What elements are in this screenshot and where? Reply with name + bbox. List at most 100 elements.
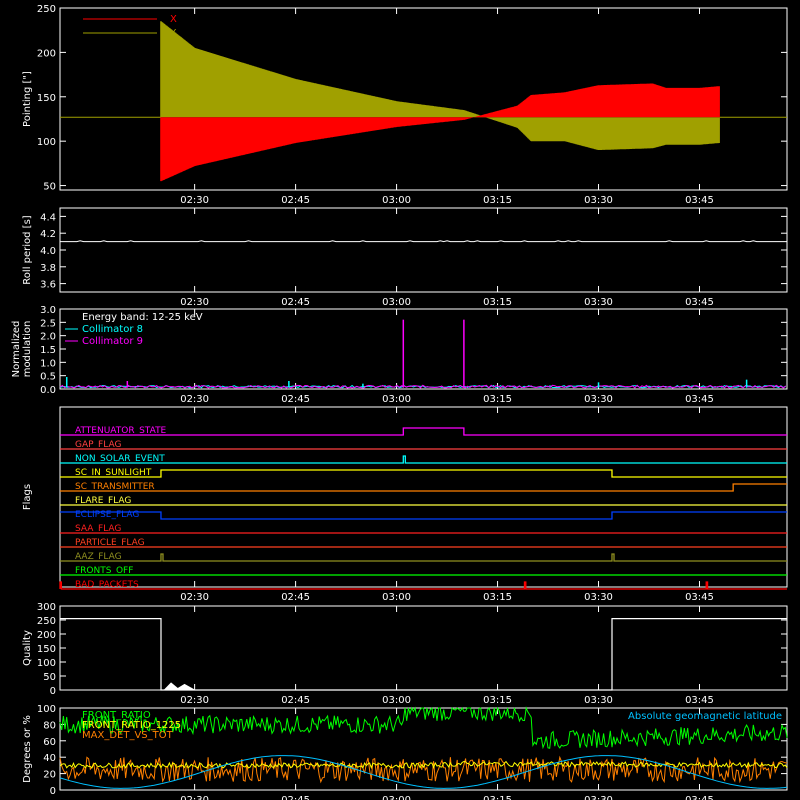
flag-line-aaz-flag	[60, 553, 787, 562]
ratios-legend-front-ratio: FRONT_RATIO	[82, 710, 151, 721]
ratios-y-tick-label: 80	[43, 720, 56, 731]
pointing-y-axis-label: Pointing ["]	[22, 71, 33, 127]
quality-x-tick-label: 03:00	[382, 695, 411, 706]
pointing-series-y-band	[160, 21, 720, 150]
quality-y-tick-label: 150	[37, 644, 56, 655]
pointing-y-tick-label: 100	[37, 137, 56, 148]
pointing-y-tick-label: 250	[37, 4, 56, 15]
modulation-series-collimator9	[59, 384, 787, 389]
ratios-legend-max-det: MAX_DET_VS_TOT	[82, 730, 174, 741]
flag-label-bad-packets: BAD_PACKETS	[75, 580, 139, 590]
quality-x-tick-label: 03:45	[685, 695, 714, 706]
flag-line-attenuator-state	[60, 427, 787, 436]
modulation-legend-c8-label: Collimator 8	[82, 324, 143, 335]
pointing-frame	[59, 7, 788, 191]
ratios-x-tick-label: 03:45	[685, 795, 714, 800]
flags-x-tick-label: 02:30	[180, 592, 209, 603]
pointing-x-tick-label: 02:30	[180, 195, 209, 206]
flag-label-aaz-flag: AAZ_FLAG	[75, 552, 122, 562]
modulation-y-tick-label: 2.0	[40, 332, 56, 343]
flag-label-attenuator-state: ATTENUATOR_STATE	[75, 426, 167, 436]
modulation-x-tick-label: 02:45	[281, 394, 310, 405]
flag-label-fronts-off: FRONTS_OFF	[75, 566, 133, 576]
ratios-y-tick-label: 40	[43, 753, 56, 764]
ratios-x-tick-label: 02:30	[180, 795, 209, 800]
pointing-legend-y-label: Y	[169, 28, 177, 39]
pointing-y-tick-label: 150	[37, 93, 56, 104]
ratios-legend-front-ratio-1225: FRONT_RATIO_1225	[82, 720, 181, 731]
modulation-y-tick-label: 1.0	[40, 358, 56, 369]
ratios-series-front-ratio	[59, 706, 788, 750]
flag-line-eclipse-flag	[60, 511, 787, 520]
roll-y-tick-label: 4.4	[40, 212, 56, 223]
flag-label-eclipse-flag: ECLIPSE_FLAG	[75, 510, 139, 520]
roll-x-tick-label: 03:00	[382, 297, 411, 308]
quality-y-tick-label: 200	[37, 630, 56, 641]
quality-x-tick-label: 02:45	[281, 695, 310, 706]
modulation-x-tick-label: 03:45	[685, 394, 714, 405]
flags-y-axis-label: Flags	[22, 484, 33, 510]
ratios-x-tick-label: 03:00	[382, 795, 411, 800]
quality-x-tick-label: 02:30	[180, 695, 209, 706]
modulation-legend-title: Energy band: 12-25 keV	[82, 312, 203, 323]
quality-series	[60, 618, 787, 691]
roll-y-axis-label: Roll period [s]	[22, 215, 33, 284]
modulation-x-tick-label: 03:00	[382, 394, 411, 405]
roll-x-tick-label: 03:30	[584, 297, 613, 308]
quality-y-tick-label: 300	[37, 602, 56, 613]
modulation-y-tick-label: 2.5	[40, 318, 56, 329]
ratios-y-tick-label: 20	[43, 770, 56, 781]
roll-x-tick-label: 02:30	[180, 297, 209, 308]
pointing-x-tick-label: 03:30	[584, 195, 613, 206]
flags-frame	[59, 406, 788, 588]
quality-x-tick-label: 03:15	[483, 695, 512, 706]
roll-period-series	[60, 240, 787, 243]
modulation-x-tick-label: 02:30	[180, 394, 209, 405]
quality-y-tick-label: 250	[37, 616, 56, 627]
ratios-y-tick-label: 0	[50, 786, 56, 797]
flag-label-sc-in-sunlight: SC_IN_SUNLIGHT	[75, 468, 152, 478]
roll-x-tick-label: 02:45	[281, 297, 310, 308]
quality-y-tick-label: 100	[37, 658, 56, 669]
roll-y-tick-label: 4.0	[40, 246, 56, 257]
flags-x-tick-label: 03:15	[483, 592, 512, 603]
ratios-legend-latitude: Absolute geomagnetic latitude	[628, 711, 782, 722]
flags-x-tick-label: 03:00	[382, 592, 411, 603]
flags-x-tick-label: 02:45	[281, 592, 310, 603]
flag-line-non-solar-event	[60, 455, 787, 464]
quality-y-axis-label: Quality	[22, 630, 33, 666]
flag-label-gap-flag: GAP_FLAG	[75, 440, 121, 450]
flags-x-tick-label: 03:45	[685, 592, 714, 603]
modulation-y-tick-label: 0.0	[40, 385, 56, 396]
modulation-y-tick-label: 3.0	[40, 305, 56, 316]
pointing-series-x-band	[160, 83, 720, 182]
modulation-y-tick-label: 0.5	[40, 372, 56, 383]
ratios-x-tick-label: 03:30	[584, 795, 613, 800]
flag-line-bad-packets	[59, 581, 787, 590]
ratios-y-tick-label: 100	[37, 704, 56, 715]
modulation-legend-c9-label: Collimator 9	[82, 336, 143, 347]
pointing-y-tick-label: 200	[37, 48, 56, 59]
pointing-x-tick-label: 02:45	[281, 195, 310, 206]
ratios-x-tick-label: 03:15	[483, 795, 512, 800]
roll-x-tick-label: 03:15	[483, 297, 512, 308]
pointing-x-tick-label: 03:15	[483, 195, 512, 206]
ratios-series-geomagnetic-latitude	[59, 755, 788, 789]
ratios-series-max-det-vs-tot	[59, 755, 788, 784]
roll-y-tick-label: 4.2	[40, 229, 56, 240]
quality-y-tick-label: 50	[43, 672, 56, 683]
flag-label-sc-transmitter: SC_TRANSMITTER	[75, 482, 155, 492]
ratios-x-tick-label: 02:45	[281, 795, 310, 800]
flag-line-sc-transmitter	[60, 483, 787, 492]
ratios-y-tick-label: 60	[43, 737, 56, 748]
flag-label-saa-flag: SAA_FLAG	[75, 524, 121, 534]
quality-blip	[163, 682, 195, 691]
flag-line-sc-in-sunlight	[60, 469, 787, 478]
pointing-y-tick-label: 50	[43, 182, 56, 193]
roll-y-tick-label: 3.8	[40, 263, 56, 274]
modulation-y-axis-label-line: modulation	[22, 321, 33, 378]
flags-x-tick-label: 03:30	[584, 592, 613, 603]
modulation-x-tick-label: 03:30	[584, 394, 613, 405]
